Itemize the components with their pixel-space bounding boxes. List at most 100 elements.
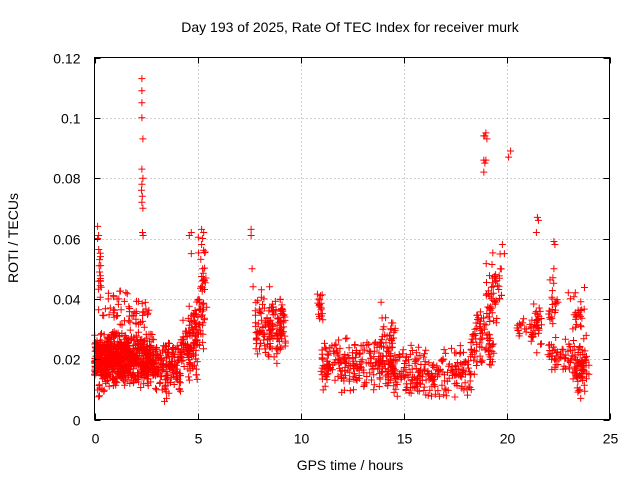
data-point (186, 361, 194, 369)
data-point (414, 379, 422, 387)
data-point (486, 334, 494, 342)
data-point (495, 274, 503, 282)
data-point (268, 308, 276, 316)
data-point (378, 363, 386, 371)
data-point (122, 332, 130, 340)
data-point (334, 351, 342, 359)
data-point (478, 356, 486, 364)
data-point (580, 381, 588, 389)
data-point (552, 306, 559, 314)
data-point (201, 248, 209, 256)
data-point (439, 356, 447, 364)
data-point (515, 332, 523, 340)
data-point (138, 198, 146, 206)
data-point (150, 336, 158, 344)
data-point (113, 312, 121, 320)
data-point (170, 364, 178, 372)
data-point (109, 375, 116, 383)
data-point (453, 359, 461, 366)
data-point (194, 233, 202, 241)
data-point (116, 338, 124, 346)
data-point (487, 355, 495, 363)
data-point (460, 359, 468, 367)
data-point (259, 324, 267, 331)
data-point (200, 316, 208, 324)
data-point (564, 289, 572, 297)
data-point (178, 354, 186, 362)
data-point (95, 360, 102, 368)
data-point (485, 292, 493, 300)
data-point (335, 355, 343, 363)
data-point (129, 379, 137, 387)
data-point (548, 295, 556, 303)
data-point (154, 366, 162, 374)
data-point (333, 348, 341, 356)
data-point (190, 361, 198, 369)
data-point (377, 298, 385, 306)
data-point (560, 362, 568, 370)
data-point (415, 387, 423, 395)
data-point (496, 265, 504, 273)
data-point (99, 311, 107, 319)
data-point (350, 376, 358, 383)
data-point (465, 383, 473, 391)
data-point (138, 300, 146, 308)
data-point (273, 322, 281, 330)
data-point (267, 316, 275, 324)
data-point (505, 153, 513, 161)
data-point (110, 374, 118, 382)
data-point (558, 345, 566, 353)
y-tick-label: 0.08 (53, 171, 80, 187)
data-point (158, 386, 166, 394)
data-point (486, 305, 494, 313)
data-point (156, 349, 164, 357)
data-point (258, 316, 266, 324)
data-point (140, 323, 148, 331)
data-point (247, 232, 255, 239)
data-point (371, 338, 379, 346)
data-point (187, 229, 195, 236)
data-point (276, 345, 284, 353)
data-point (166, 379, 174, 387)
data-point (562, 351, 570, 359)
data-point (585, 361, 593, 369)
data-point (277, 317, 285, 325)
data-point (375, 349, 383, 357)
data-point (95, 246, 103, 253)
data-point (430, 361, 438, 369)
data-point (438, 381, 446, 389)
data-point (179, 333, 187, 341)
data-point (326, 347, 334, 355)
data-point (132, 320, 140, 328)
data-point (532, 229, 540, 236)
x-tick-label: 0 (92, 431, 100, 447)
data-point (199, 276, 207, 284)
data-point (362, 359, 370, 367)
data-point (492, 277, 499, 285)
data-point (184, 314, 192, 322)
data-point (515, 320, 523, 328)
chart-title: Day 193 of 2025, Rate Of TEC Index for r… (181, 19, 519, 35)
y-tick-label: 0.04 (53, 292, 80, 308)
data-point (550, 238, 558, 245)
data-point (189, 325, 197, 333)
data-point (105, 311, 113, 319)
data-point (273, 359, 281, 367)
data-point (366, 369, 374, 377)
data-point (464, 357, 472, 365)
data-point (321, 344, 329, 352)
data-point (144, 309, 152, 317)
data-point (184, 340, 191, 348)
data-point (138, 180, 146, 188)
data-point (435, 368, 442, 376)
data-point (180, 363, 188, 370)
data-point (461, 379, 469, 387)
data-point (532, 323, 540, 330)
data-point (143, 335, 151, 343)
data-point (269, 335, 277, 342)
data-point (321, 339, 328, 347)
data-point (168, 349, 176, 357)
data-point (365, 347, 373, 355)
data-point (162, 376, 170, 384)
data-point (412, 349, 420, 357)
